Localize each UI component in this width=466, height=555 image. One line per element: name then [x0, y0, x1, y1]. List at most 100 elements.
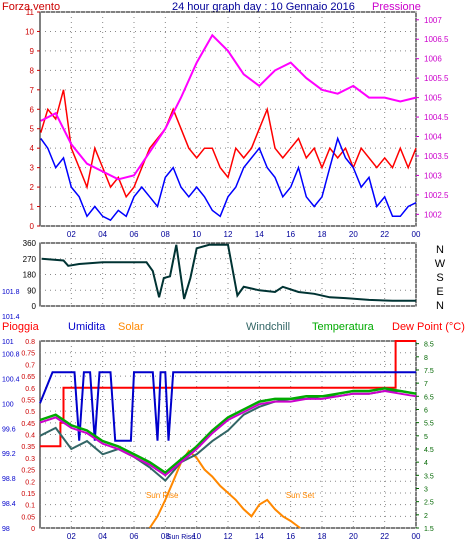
direction-series — [41, 243, 416, 302]
wind-tick-label: 10 — [25, 27, 34, 36]
temperature-tick-label: 2 — [424, 513, 428, 520]
pressure-tick-label: 1003 — [424, 171, 442, 180]
x-tick-label: 08 — [161, 532, 170, 541]
compass-label: E — [436, 286, 443, 298]
rain-temp-panel: 9898.498.899.299.6100100.4100.8101101.41… — [2, 289, 434, 541]
humidity-tick-label: 101.4 — [2, 314, 20, 321]
pressure-tick-label: 1002.5 — [424, 191, 449, 200]
pressure-tick-label: 1004 — [424, 133, 442, 142]
direction-tick-label: 0 — [32, 302, 37, 311]
x-tick-label: 04 — [98, 230, 107, 239]
series-line-4 — [39, 387, 417, 475]
series-line-2 — [40, 33, 417, 181]
x-tick-label: 22 — [380, 532, 389, 541]
wind-tick-label: 7 — [30, 86, 35, 95]
x-tick-label: 08 — [161, 230, 170, 239]
wind-grid — [40, 11, 417, 227]
pressure-tick-label: 1005.5 — [424, 74, 449, 83]
pressure-tick-label: 1006.5 — [424, 35, 449, 44]
temperature-tick-label: 6.5 — [424, 394, 434, 401]
humidity-tick-label: 100.8 — [2, 351, 20, 358]
rain-tick-label: 0.45 — [21, 421, 35, 428]
x-tick-label: 12 — [224, 532, 233, 541]
humidity-tick-label: 100 — [2, 401, 14, 408]
wind-frame — [39, 11, 417, 227]
wind-x-ticks: 02 04 06 08 10 12 14 16 18 20 22 00 — [67, 230, 421, 239]
x-tick-label: 00 — [412, 230, 421, 239]
x-tick-label: 04 — [98, 532, 107, 541]
compass-label: N — [436, 244, 444, 256]
direction-tick-label: 180 — [23, 271, 37, 280]
rain-temp-grid — [40, 340, 417, 529]
x-tick-label: 10 — [192, 230, 201, 239]
rain-temp-frame — [39, 340, 417, 529]
pressure-tick-label: 1005 — [424, 94, 442, 103]
humidity-axis-ticks: 98 98.4 98.8 99.2 99.6 100 100.4 100.8 101 101.4 1… — [2, 289, 20, 533]
rain-temp-series — [39, 340, 417, 529]
rain-tick-label: 0.65 — [21, 374, 35, 381]
wind-tick-label: 4 — [30, 144, 35, 153]
temperature-tick-label: 8 — [424, 355, 428, 362]
sun-set-label: Sun Set — [286, 491, 315, 500]
x-tick-label: 02 — [67, 230, 76, 239]
x-tick-label: 20 — [349, 230, 358, 239]
x-tick-label: 06 — [130, 532, 139, 541]
x-tick-label: 18 — [318, 230, 327, 239]
wind-series — [40, 33, 417, 222]
x-tick-label: 10 — [192, 532, 201, 541]
temperature-tick-label: 8.5 — [424, 342, 434, 349]
x-tick-label: 14 — [255, 532, 264, 541]
rain-axis-ticks: 0 0.05 0.1 0.15 0.2 0.25 0.3 0.35 0.4 0.45 0.5 0.55… — [21, 339, 35, 533]
rain-tick-label: 0.35 — [21, 444, 35, 451]
humidity-tick-label: 101 — [2, 339, 14, 346]
x-tick-label: 06 — [130, 230, 139, 239]
wind-tick-label: 1 — [30, 203, 35, 212]
wind-tick-label: 2 — [30, 183, 35, 192]
rain-tick-label: 0.6 — [25, 386, 35, 393]
rain-tick-label: 0.7 — [25, 362, 35, 369]
rain-tick-label: 0.75 — [21, 351, 35, 358]
humidity-tick-label: 98 — [2, 526, 10, 533]
direction-axis-ticks: 0 90 180 270 360 — [23, 239, 37, 311]
rain-tick-label: 0.25 — [21, 468, 35, 475]
temperature-tick-label: 2.5 — [424, 500, 434, 507]
x-tick-label: 16 — [286, 532, 295, 541]
compass-label: S — [436, 272, 443, 284]
direction-tick-label: 360 — [23, 239, 37, 248]
wind-tick-label: 8 — [30, 66, 35, 75]
temperature-tick-label: 7.5 — [424, 368, 434, 375]
humidity-tick-label: 98.8 — [2, 476, 16, 483]
x-tick-label: 22 — [380, 230, 389, 239]
temperature-tick-label: 4 — [424, 460, 428, 467]
pressure-tick-label: 1003.5 — [424, 152, 449, 161]
wind-title: Forza vento — [2, 1, 60, 13]
pressure-tick-label: 1006 — [424, 55, 442, 64]
rain-tick-label: 0.8 — [25, 339, 35, 346]
temperature-axis-ticks: 1.5 2 2.5 3 3.5 4 4.5 5 5.5 6 6.5 7 7.5 8 8.5 — [416, 342, 434, 533]
rain-tick-label: 0.55 — [21, 397, 35, 404]
rain-tick-label: 0.15 — [21, 491, 35, 498]
rain-tick-label: 0.5 — [25, 409, 35, 416]
series-line-0 — [40, 340, 416, 448]
temperature-tick-label: 6 — [424, 407, 428, 414]
compass-label: N — [436, 300, 444, 312]
direction-tick-label: 90 — [27, 286, 36, 295]
legend-item: Temperatura — [312, 321, 375, 333]
wind-axis-ticks: 0 1 2 3 4 5 6 7 8 9 10 11 — [25, 8, 40, 231]
legend-item: Umidita — [68, 321, 106, 333]
humidity-tick-label: 100.4 — [2, 376, 20, 383]
wind-tick-label: 6 — [30, 105, 35, 114]
legend-item: Solar — [118, 321, 144, 333]
series-line-2 — [148, 449, 301, 529]
rain-tick-label: 0.3 — [25, 456, 35, 463]
humidity-tick-label: 99.2 — [2, 451, 16, 458]
rain-tick-label: 0.1 — [25, 503, 35, 510]
compass-label: W — [435, 258, 446, 270]
rain-tick-label: 0.4 — [25, 433, 35, 440]
wind-tick-label: 5 — [30, 125, 35, 134]
